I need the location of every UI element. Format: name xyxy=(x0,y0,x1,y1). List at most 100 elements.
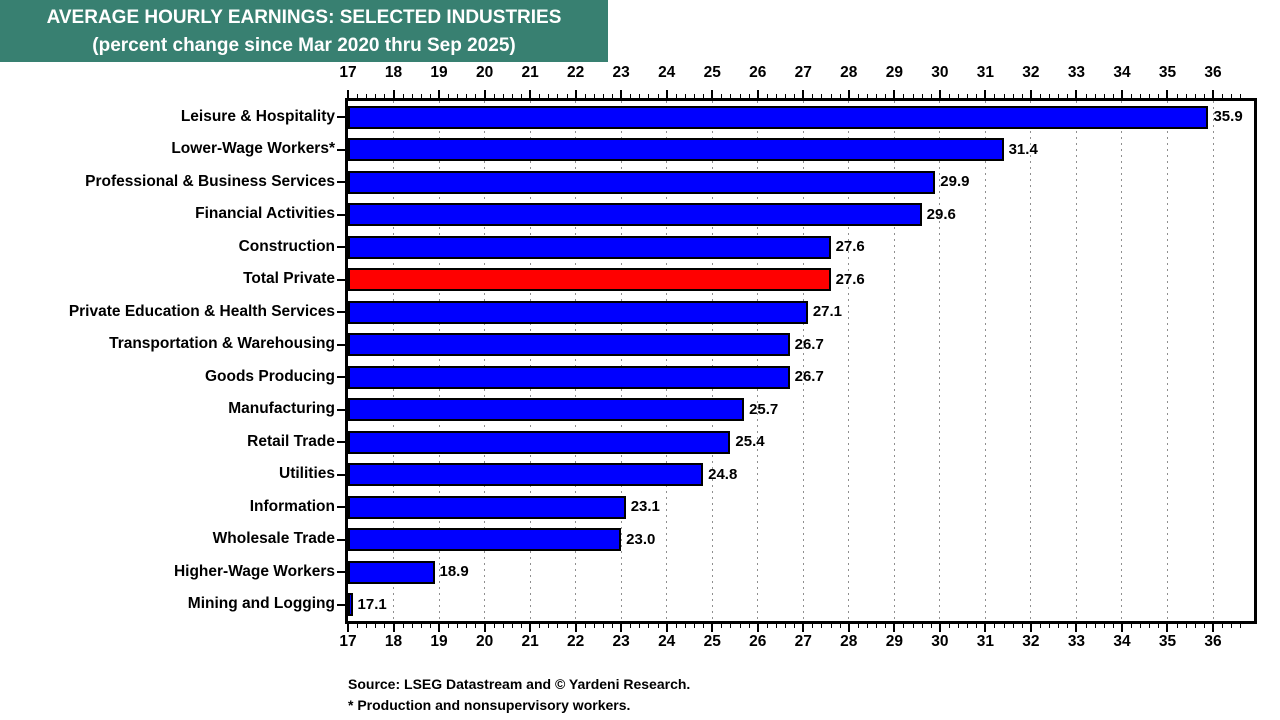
minor-tick xyxy=(1203,94,1205,98)
major-tick xyxy=(802,90,805,98)
minor-tick xyxy=(958,624,960,628)
minor-tick xyxy=(1203,624,1205,628)
category-tick xyxy=(337,148,345,151)
gridline xyxy=(802,101,804,621)
minor-tick xyxy=(830,94,832,98)
major-tick xyxy=(347,624,349,632)
minor-tick xyxy=(766,624,768,628)
major-tick xyxy=(938,90,941,98)
gridline xyxy=(529,101,531,621)
axis-tick-label: 22 xyxy=(567,64,585,81)
minor-tick xyxy=(466,94,468,98)
category-label: Transportation & Warehousing xyxy=(109,335,335,353)
axis-tick-label: 27 xyxy=(794,64,812,81)
minor-tick xyxy=(675,624,677,628)
major-tick xyxy=(756,90,759,98)
bar xyxy=(348,528,622,552)
minor-tick xyxy=(948,94,950,98)
minor-tick xyxy=(739,624,741,628)
axis-tick-label: 23 xyxy=(612,64,630,81)
gridline xyxy=(984,101,986,621)
category-label: Higher-Wage Workers xyxy=(173,562,335,580)
major-tick xyxy=(1120,624,1123,632)
axis-tick-label: 34 xyxy=(1113,633,1131,650)
minor-tick xyxy=(721,624,723,628)
minor-tick xyxy=(411,94,413,98)
minor-tick xyxy=(921,624,923,628)
minor-tick xyxy=(466,624,468,628)
minor-tick xyxy=(1240,624,1242,628)
minor-tick xyxy=(1040,94,1042,98)
minor-tick xyxy=(839,94,841,98)
minor-tick xyxy=(867,624,868,628)
bar-value-label: 29.9 xyxy=(940,173,970,191)
major-tick xyxy=(1212,90,1215,98)
minor-tick xyxy=(521,94,522,98)
minor-tick xyxy=(402,624,404,628)
minor-tick xyxy=(1103,94,1105,98)
bar xyxy=(348,398,745,422)
minor-tick xyxy=(903,624,905,628)
minor-tick xyxy=(748,624,750,628)
bar xyxy=(348,138,1004,162)
minor-tick xyxy=(657,624,659,628)
minor-tick xyxy=(584,94,586,98)
gridline xyxy=(575,101,577,621)
major-tick xyxy=(529,90,532,98)
minor-tick xyxy=(721,94,723,98)
minor-tick xyxy=(1012,94,1014,98)
category-tick xyxy=(337,473,345,476)
minor-tick xyxy=(785,94,787,98)
category-label: Leisure & Hospitality xyxy=(180,107,335,125)
minor-tick xyxy=(1149,94,1151,98)
category-tick xyxy=(337,343,345,346)
minor-tick xyxy=(420,94,422,98)
major-tick xyxy=(529,624,532,632)
minor-tick xyxy=(1021,94,1023,98)
category-tick xyxy=(337,278,345,281)
major-tick xyxy=(1075,624,1078,632)
minor-tick xyxy=(1003,624,1005,628)
minor-tick xyxy=(675,94,677,98)
minor-tick xyxy=(1067,624,1069,628)
minor-tick xyxy=(794,94,796,98)
axis-tick-label: 32 xyxy=(1022,633,1040,650)
minor-tick xyxy=(521,624,522,628)
minor-tick xyxy=(794,624,796,628)
minor-tick xyxy=(1176,624,1178,628)
minor-tick xyxy=(475,94,477,98)
minor-tick xyxy=(457,94,459,98)
gridline xyxy=(1030,101,1032,621)
major-tick xyxy=(392,90,395,98)
minor-tick xyxy=(566,94,568,98)
minor-tick xyxy=(912,624,914,628)
axis-tick-label: 24 xyxy=(658,64,676,81)
minor-tick xyxy=(1231,624,1233,628)
minor-tick xyxy=(967,624,969,628)
minor-tick xyxy=(1149,624,1151,628)
minor-tick xyxy=(502,94,504,98)
category-label: Private Education & Health Services xyxy=(68,302,335,320)
category-tick xyxy=(337,408,345,411)
minor-tick xyxy=(775,94,777,98)
minor-tick xyxy=(357,624,359,628)
minor-tick xyxy=(885,624,887,628)
category-tick xyxy=(337,246,345,249)
minor-tick xyxy=(420,624,422,628)
category-label: Professional & Business Services xyxy=(85,172,335,190)
major-tick xyxy=(893,90,896,98)
minor-tick xyxy=(502,624,504,628)
minor-tick xyxy=(684,624,686,628)
bar-value-label: 17.1 xyxy=(357,595,387,613)
minor-tick xyxy=(557,94,559,98)
minor-tick xyxy=(1112,94,1114,98)
axis-tick-label: 28 xyxy=(840,64,858,81)
minor-tick xyxy=(584,624,586,628)
major-tick xyxy=(1120,90,1123,98)
category-tick xyxy=(337,376,345,379)
minor-tick xyxy=(967,94,969,98)
minor-tick xyxy=(1085,624,1087,628)
axis-tick-label: 17 xyxy=(339,633,357,650)
major-tick xyxy=(1075,90,1078,98)
minor-tick xyxy=(903,94,905,98)
